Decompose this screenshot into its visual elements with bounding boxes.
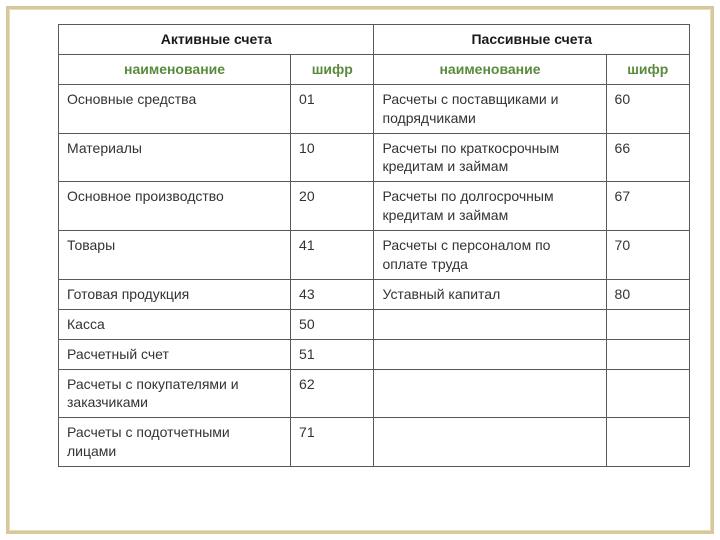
cell-active-name: Расчеты с покупателями и заказчиками — [59, 369, 291, 418]
header-active: Активные счета — [59, 25, 374, 55]
table-row: Основные средства 01 Расчеты с поставщик… — [59, 84, 690, 133]
cell-active-name: Касса — [59, 309, 291, 339]
cell-passive-code — [606, 369, 689, 418]
cell-active-code: 10 — [291, 133, 374, 182]
cell-active-name: Основное производство — [59, 182, 291, 231]
cell-active-name: Основные средства — [59, 84, 291, 133]
table-row: Расчеты с подотчетными лицами 71 — [59, 418, 690, 467]
cell-active-code: 62 — [291, 369, 374, 418]
cell-passive-name: Расчеты с поставщиками и подрядчиками — [374, 84, 606, 133]
cell-passive-name — [374, 369, 606, 418]
cell-passive-code — [606, 339, 689, 369]
cell-passive-code: 60 — [606, 84, 689, 133]
subheader-active-code: шифр — [291, 54, 374, 84]
cell-active-name: Расчетный счет — [59, 339, 291, 369]
table-row: Расчетный счет 51 — [59, 339, 690, 369]
cell-passive-name — [374, 309, 606, 339]
cell-active-code: 71 — [291, 418, 374, 467]
table-row: Основное производство 20 Расчеты по долг… — [59, 182, 690, 231]
cell-active-code: 43 — [291, 279, 374, 309]
cell-passive-name — [374, 418, 606, 467]
cell-active-name: Товары — [59, 231, 291, 280]
cell-active-name: Материалы — [59, 133, 291, 182]
cell-passive-name: Уставный капитал — [374, 279, 606, 309]
cell-passive-code: 70 — [606, 231, 689, 280]
table-row: Касса 50 — [59, 309, 690, 339]
cell-active-code: 41 — [291, 231, 374, 280]
accounts-table: Активные счета Пассивные счета наименова… — [58, 24, 690, 467]
cell-active-code: 20 — [291, 182, 374, 231]
cell-active-code: 01 — [291, 84, 374, 133]
table-row: Материалы 10 Расчеты по краткосрочным кр… — [59, 133, 690, 182]
cell-passive-code: 66 — [606, 133, 689, 182]
header-passive: Пассивные счета — [374, 25, 690, 55]
cell-active-name: Расчеты с подотчетными лицами — [59, 418, 291, 467]
subheader-active-name: наименование — [59, 54, 291, 84]
subheader-passive-name: наименование — [374, 54, 606, 84]
cell-passive-name: Расчеты по краткосрочным кредитам и займ… — [374, 133, 606, 182]
cell-passive-name — [374, 339, 606, 369]
cell-active-name: Готовая продукция — [59, 279, 291, 309]
cell-passive-code — [606, 418, 689, 467]
cell-passive-code — [606, 309, 689, 339]
cell-passive-code: 67 — [606, 182, 689, 231]
cell-active-code: 51 — [291, 339, 374, 369]
table-row: Товары 41 Расчеты с персоналом по оплате… — [59, 231, 690, 280]
cell-passive-name: Расчеты с персоналом по оплате труда — [374, 231, 606, 280]
subheader-passive-code: шифр — [606, 54, 689, 84]
cell-active-code: 50 — [291, 309, 374, 339]
cell-passive-name: Расчеты по долгосрочным кредитам и займа… — [374, 182, 606, 231]
table-row: Готовая продукция 43 Уставный капитал 80 — [59, 279, 690, 309]
cell-passive-code: 80 — [606, 279, 689, 309]
table-row: Расчеты с покупателями и заказчиками 62 — [59, 369, 690, 418]
